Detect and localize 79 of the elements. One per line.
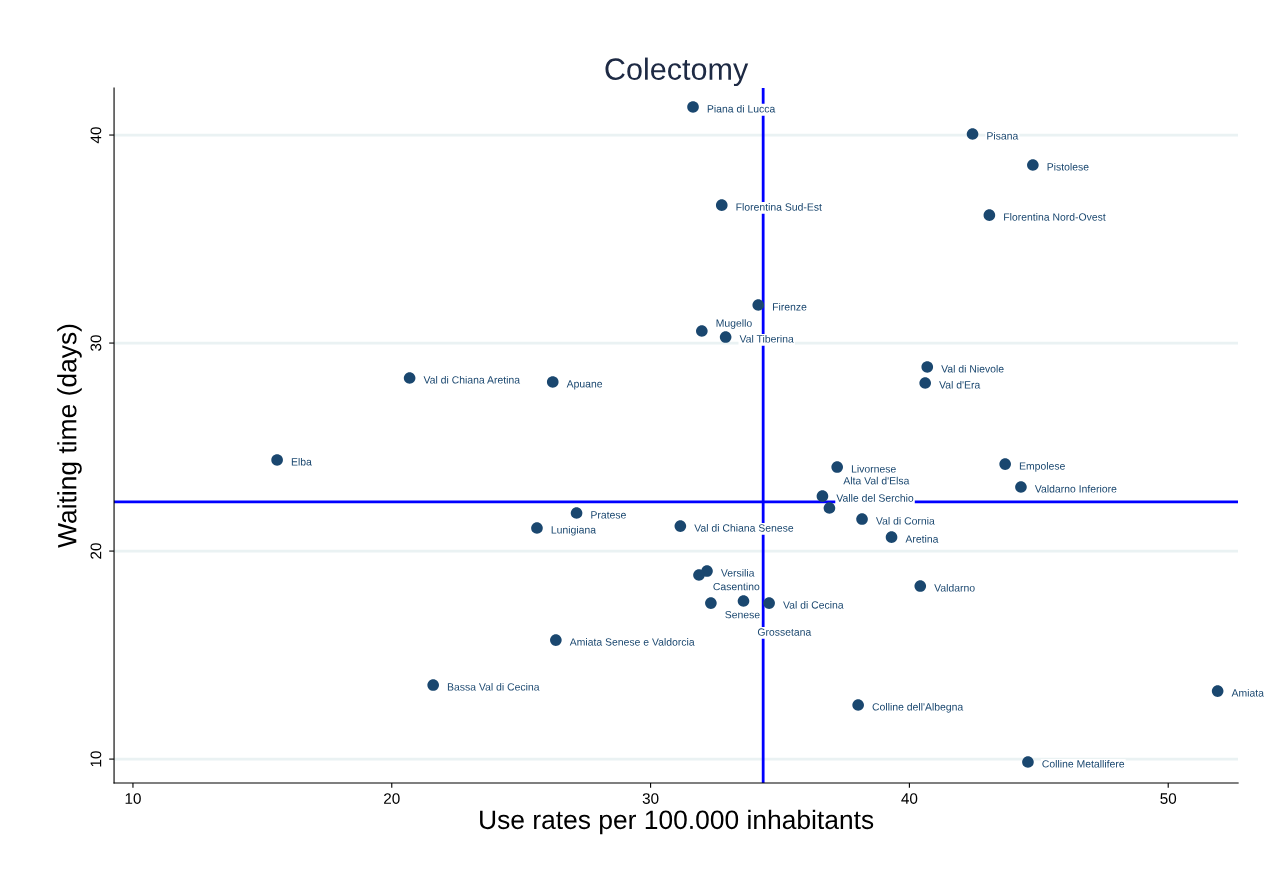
annotation: Versilia <box>720 568 755 577</box>
point <box>823 502 836 514</box>
annotation: Grossetana <box>757 628 812 636</box>
annotation: Valle del Serchio <box>836 494 914 502</box>
point <box>1015 481 1027 493</box>
annotation: Amiata <box>1231 688 1264 697</box>
x-tick-label: 50 <box>1160 793 1177 804</box>
annotation: Mugello <box>716 319 752 329</box>
annotation: Valdarno Inferiore <box>1034 484 1117 493</box>
annotation: Livornese <box>851 464 896 473</box>
point <box>885 531 898 543</box>
annotation: Florentina Sud-Est <box>736 203 822 211</box>
point <box>966 128 979 140</box>
annotation: Pistolese <box>1047 162 1089 171</box>
annotation: Val di Nievole <box>941 364 1004 373</box>
x-tick-label: 10 <box>125 793 141 804</box>
point <box>921 361 934 373</box>
point <box>550 634 562 646</box>
point <box>570 507 583 519</box>
annotation: Firenze <box>772 302 807 311</box>
annotation: Alta Val d'Elsa <box>843 476 910 485</box>
point <box>1211 685 1224 697</box>
point <box>546 376 559 388</box>
annotation: Val di Cecina <box>783 601 844 609</box>
annotation: Pisana <box>987 131 1019 140</box>
point <box>763 597 775 609</box>
point <box>705 597 717 609</box>
point <box>919 377 931 389</box>
y-tick-label: 30 <box>90 335 102 351</box>
annotation: Apuane <box>566 380 603 390</box>
point <box>852 699 864 711</box>
x-tick-label: 30 <box>642 793 659 804</box>
point <box>983 209 996 221</box>
point <box>693 569 705 581</box>
point <box>719 331 732 343</box>
annotation: Florentina Nord-Ovest <box>1004 213 1106 221</box>
point <box>737 595 750 607</box>
point <box>856 513 868 525</box>
point <box>271 454 283 466</box>
x-axis-title: Use rates per 100.000 inhabitants <box>480 809 874 835</box>
point <box>752 299 765 311</box>
point <box>687 101 699 113</box>
point <box>831 461 843 473</box>
point <box>1027 159 1039 171</box>
annotation: Colline dell'Albegna <box>872 702 964 713</box>
y-tick-label: 20 <box>90 543 102 559</box>
annotation: Elba <box>291 457 312 466</box>
annotation: Val di Chiana Senese <box>694 524 794 532</box>
point <box>914 580 927 592</box>
point <box>999 458 1011 470</box>
annotation: Piana di Lucca <box>707 104 776 113</box>
x-tick-label: 40 <box>901 793 918 804</box>
point <box>715 199 728 211</box>
annotation: Colline Metallifere <box>1042 759 1125 768</box>
annotation: Val di Chiana Aretina <box>423 375 521 384</box>
annotation: Senese <box>725 611 760 619</box>
annotation: Empolese <box>1019 462 1065 472</box>
point <box>427 679 439 691</box>
annotation: Casentino <box>713 582 760 591</box>
annotation: Bassa Val di Cecina <box>447 682 540 691</box>
point <box>674 520 687 532</box>
annotation: Pratese <box>591 511 626 519</box>
annotation: Amiata Senese e Valdorcia <box>569 638 695 646</box>
x-tick-label: 20 <box>384 793 400 804</box>
annotation: Aretina <box>905 535 939 543</box>
point <box>816 490 829 502</box>
point <box>1022 756 1034 768</box>
chart-title: Colectomy <box>605 57 749 87</box>
point <box>696 325 708 337</box>
annotation: Val di Cornia <box>875 516 935 525</box>
y-axis-title: Waiting time (days) <box>57 324 82 548</box>
y-tick-label: 40 <box>90 127 102 144</box>
annotation: Val d'Era <box>939 380 981 389</box>
annotation: Valdarno <box>934 583 975 592</box>
point <box>531 522 543 534</box>
annotation: Lunigiana <box>551 525 597 536</box>
y-tick-label: 10 <box>90 751 102 767</box>
annotation: Val Tiberina <box>739 334 794 343</box>
point <box>403 372 416 384</box>
